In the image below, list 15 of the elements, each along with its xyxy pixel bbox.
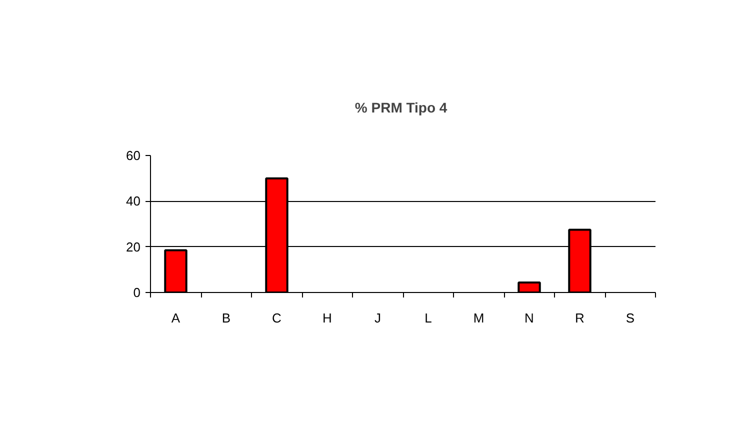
x-tick-label: H <box>322 310 332 326</box>
x-tick-label: S <box>626 310 635 326</box>
x-tick-label: M <box>473 310 484 326</box>
x-tick-label: B <box>222 310 231 326</box>
chart-title: % PRM Tipo 4 <box>354 100 448 116</box>
x-tick-label: J <box>374 310 381 326</box>
y-tick-label: 20 <box>126 239 141 254</box>
x-tick-label: R <box>575 310 584 326</box>
x-tick-label: A <box>171 310 180 326</box>
x-tick-label: L <box>424 310 432 326</box>
y-tick-label: 60 <box>126 148 141 163</box>
x-tick-label: N <box>524 310 534 326</box>
y-tick-label: 40 <box>126 194 141 209</box>
x-tick-label: C <box>272 310 282 326</box>
y-tick-label: 0 <box>133 285 141 300</box>
